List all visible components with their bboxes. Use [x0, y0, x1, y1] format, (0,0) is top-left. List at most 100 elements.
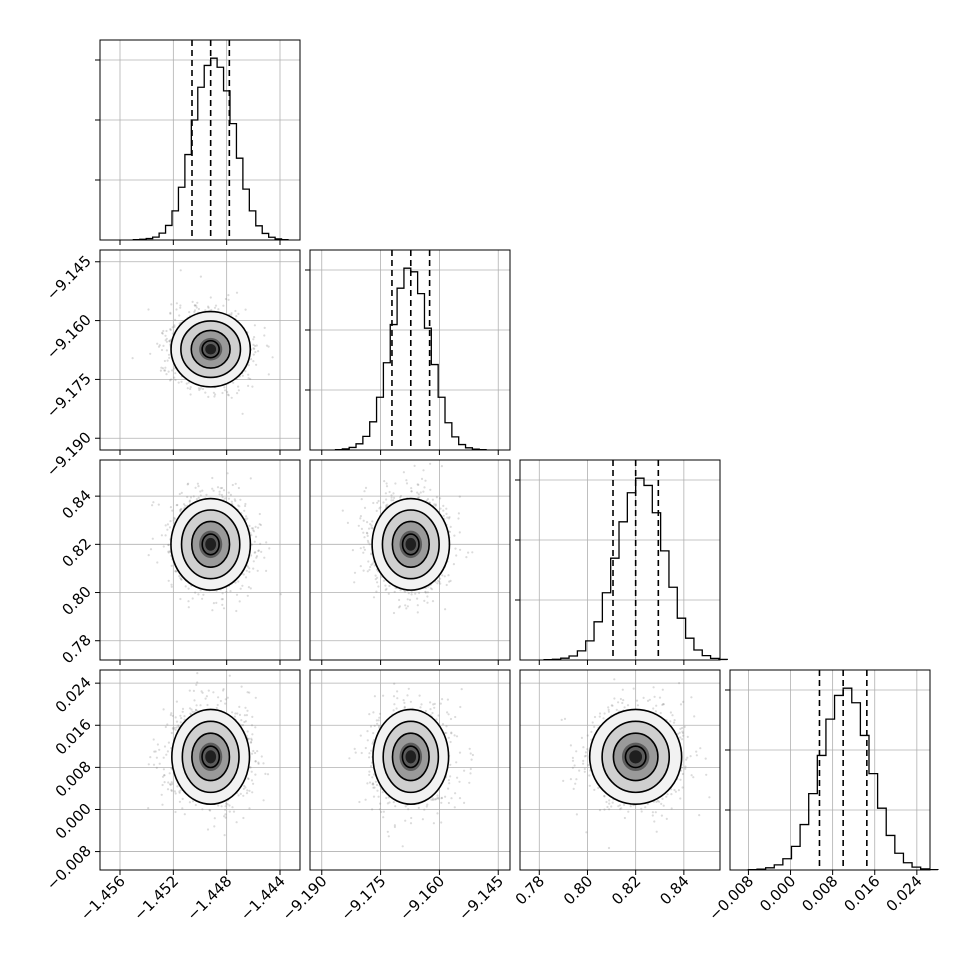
sample-point	[239, 587, 242, 590]
sample-point	[376, 576, 379, 579]
sample-point	[367, 560, 370, 563]
sample-point	[174, 378, 177, 382]
sample-point	[370, 524, 373, 527]
sample-point	[253, 347, 256, 350]
sample-point	[183, 715, 186, 718]
sample-point	[227, 394, 230, 397]
sample-point	[189, 386, 192, 389]
sample-point	[375, 590, 378, 593]
panel-frame	[309, 249, 511, 451]
sample-point	[213, 817, 216, 820]
sample-point	[244, 370, 247, 373]
sample-point	[341, 509, 344, 512]
sample-point	[223, 815, 226, 818]
sample-point	[257, 549, 260, 553]
sample-point	[362, 546, 365, 549]
sample-point	[434, 504, 437, 507]
sample-point	[169, 520, 172, 523]
sample-point	[164, 524, 167, 527]
sample-point	[366, 521, 369, 524]
sample-point	[165, 340, 168, 343]
sample-point	[448, 530, 451, 534]
sample-point	[162, 708, 165, 711]
sample-point	[159, 369, 162, 372]
sample-point	[167, 370, 170, 373]
sample-point	[394, 482, 397, 485]
sample-point	[170, 564, 173, 567]
sample-point	[398, 605, 402, 608]
sample-point	[167, 353, 171, 356]
sample-point	[163, 745, 167, 748]
sample-point	[241, 584, 244, 587]
sample-point	[180, 380, 183, 383]
sample-point	[169, 312, 172, 315]
sample-point	[413, 464, 416, 467]
sample-point	[157, 503, 160, 506]
sample-point	[242, 816, 245, 820]
sample-point	[416, 604, 419, 607]
sample-point	[234, 712, 237, 715]
sample-point	[167, 781, 170, 784]
sample-point	[168, 339, 172, 342]
sample-point	[244, 706, 247, 709]
sample-point	[229, 493, 232, 496]
sample-point	[259, 542, 262, 546]
sample-point	[263, 334, 266, 337]
sample-point	[223, 386, 226, 389]
sample-point	[251, 791, 254, 794]
sample-point	[229, 590, 232, 593]
sample-point	[357, 524, 360, 527]
sample-point	[197, 307, 200, 311]
sample-point	[244, 504, 247, 508]
sample-point	[246, 594, 249, 597]
sample-point	[353, 571, 357, 574]
sample-point	[254, 535, 258, 538]
sample-point	[170, 303, 173, 306]
sample-point	[405, 482, 409, 485]
sample-point	[151, 537, 154, 540]
sample-point	[216, 486, 220, 489]
sample-point	[225, 802, 228, 805]
sample-point	[195, 306, 198, 309]
sample-point	[186, 483, 189, 486]
sample-point	[205, 695, 208, 698]
sample-point	[157, 345, 161, 348]
sample-point	[366, 532, 369, 535]
sample-point	[163, 369, 166, 372]
sample-point	[372, 501, 375, 505]
sample-point	[212, 391, 215, 394]
sample-point	[179, 510, 182, 513]
sample-point	[263, 326, 266, 329]
sample-point	[248, 567, 251, 570]
sample-point	[162, 545, 165, 548]
sample-point	[204, 391, 207, 394]
sample-point	[222, 489, 226, 492]
sample-point	[377, 585, 380, 588]
sample-point	[454, 547, 457, 550]
sample-point	[235, 821, 238, 824]
sample-point	[206, 703, 209, 707]
sample-point	[346, 521, 349, 525]
sample-point	[374, 574, 377, 577]
sample-point	[166, 359, 169, 362]
sample-point	[359, 565, 362, 568]
sample-point	[244, 308, 247, 311]
sample-point	[206, 828, 210, 831]
sample-point	[236, 392, 239, 395]
sample-point	[235, 593, 239, 596]
sample-point	[440, 465, 443, 468]
sample-point	[252, 338, 255, 341]
sample-point	[227, 298, 230, 301]
sample-point	[195, 704, 198, 707]
sample-point	[176, 785, 179, 788]
sample-point	[351, 549, 354, 552]
sample-point	[457, 512, 460, 515]
sample-point	[195, 304, 198, 307]
sample-point	[244, 576, 248, 579]
sample-point	[227, 491, 230, 494]
sample-point	[179, 597, 182, 601]
sample-point	[256, 569, 259, 572]
sample-point	[192, 495, 195, 498]
sample-point	[410, 490, 413, 493]
sample-point	[237, 389, 240, 392]
